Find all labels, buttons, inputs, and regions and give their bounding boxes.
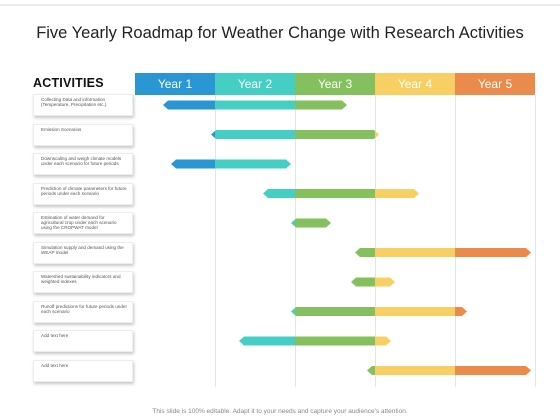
bar-segment-year-3 bbox=[295, 130, 375, 139]
bar-segment-year-5 bbox=[455, 337, 535, 346]
roadmap-bar-5 bbox=[135, 218, 535, 228]
roadmap-bar-2 bbox=[211, 130, 535, 139]
bar-segment-year-5 bbox=[455, 160, 535, 169]
top-divider bbox=[0, 4, 560, 6]
year-gridline-5 bbox=[535, 95, 536, 387]
bar-segment-year-2 bbox=[291, 307, 295, 316]
roadmap-bar-6 bbox=[135, 248, 531, 257]
bar-segment-year-2 bbox=[215, 248, 295, 257]
roadmap-bar-1 bbox=[163, 100, 535, 110]
activity-label-1: Collecting Data and information (Tempera… bbox=[33, 94, 133, 116]
bar-segment-year-1 bbox=[135, 278, 215, 287]
roadmap-bar-4 bbox=[135, 189, 535, 198]
bar-segment-year-3 bbox=[295, 189, 375, 198]
bar-segment-year-3 bbox=[295, 160, 375, 169]
bar-segment-year-5 bbox=[455, 307, 467, 316]
bar-segment-year-1 bbox=[135, 219, 215, 228]
year-gridline-3 bbox=[375, 95, 376, 387]
bar-segment-year-5 bbox=[455, 278, 535, 287]
bar-segment-year-4 bbox=[375, 189, 419, 198]
page-title: Five Yearly Roadmap for Weather Change w… bbox=[36, 24, 524, 42]
activities-header: ACTIVITIES bbox=[33, 76, 104, 90]
year-header-1: Year 1 bbox=[135, 73, 215, 95]
activity-label-7: Watershed sustainability indicators and … bbox=[33, 271, 133, 293]
year-header-5: Year 5 bbox=[455, 73, 535, 95]
bar-segment-year-1 bbox=[135, 189, 215, 198]
bar-segment-year-3 bbox=[295, 307, 375, 316]
year-header-3: Year 3 bbox=[295, 73, 375, 95]
bar-segment-year-5 bbox=[455, 189, 535, 198]
activity-label-2: Emission Scenarios bbox=[33, 123, 133, 146]
bar-segment-year-4 bbox=[375, 366, 455, 375]
bar-segment-year-5 bbox=[455, 219, 535, 228]
bar-segment-year-2 bbox=[215, 278, 295, 287]
bar-segment-year-1 bbox=[135, 307, 215, 316]
bar-segment-year-5 bbox=[455, 366, 531, 375]
bar-segment-year-4 bbox=[375, 160, 455, 169]
roadmap-bar-10 bbox=[135, 366, 531, 375]
bar-segment-year-4 bbox=[375, 101, 455, 110]
year-gridline-1 bbox=[215, 95, 216, 387]
roadmap-bar-9 bbox=[135, 336, 535, 346]
year-header-2: Year 2 bbox=[215, 73, 295, 95]
bar-segment-year-4 bbox=[375, 130, 379, 139]
year-gridline-4 bbox=[455, 95, 456, 387]
activity-label-8: Runoff predictions for future periods un… bbox=[33, 300, 133, 323]
bar-segment-year-3 bbox=[295, 218, 331, 228]
bar-segment-year-4 bbox=[375, 219, 455, 228]
bar-segment-year-2 bbox=[215, 159, 291, 169]
activity-label-6: Simulation supply and demand using the W… bbox=[33, 241, 133, 264]
activity-label-5: Estimation of water demand for agricultu… bbox=[33, 212, 133, 234]
bar-segment-year-3 bbox=[355, 248, 375, 257]
bar-segment-year-2 bbox=[215, 130, 295, 139]
bar-segment-year-2 bbox=[239, 336, 295, 346]
bar-segment-year-4 bbox=[375, 336, 391, 346]
bar-segment-year-1 bbox=[163, 100, 215, 110]
bar-segment-year-1 bbox=[135, 337, 215, 346]
year-header-4: Year 4 bbox=[375, 73, 455, 95]
bar-segment-year-5 bbox=[455, 101, 535, 110]
bar-segment-year-1 bbox=[135, 366, 215, 375]
bar-segment-year-5 bbox=[455, 130, 535, 139]
bar-segment-year-2 bbox=[263, 189, 295, 198]
bar-segment-year-3 bbox=[367, 366, 375, 375]
activity-label-9: Add text here bbox=[33, 330, 133, 352]
activity-label-4: Prediction of climate parameters for fut… bbox=[33, 182, 133, 205]
bar-segment-year-3 bbox=[351, 277, 375, 287]
activity-label-10: Add text here bbox=[33, 359, 133, 382]
bar-segment-year-4 bbox=[375, 277, 395, 287]
bar-segment-year-3 bbox=[295, 336, 375, 346]
bar-segment-year-2 bbox=[215, 100, 295, 110]
bar-segment-year-4 bbox=[375, 307, 455, 316]
bar-segment-year-3 bbox=[295, 100, 347, 110]
bar-segment-year-1 bbox=[135, 248, 215, 257]
year-gridline-2 bbox=[295, 95, 296, 387]
bar-segment-year-1 bbox=[171, 159, 215, 169]
activity-label-3: Downscaling and weigh climate models und… bbox=[33, 153, 133, 175]
bar-segment-year-2 bbox=[291, 218, 295, 228]
bar-segment-year-4 bbox=[375, 248, 455, 257]
bar-segment-year-5 bbox=[455, 248, 531, 257]
bar-segment-year-2 bbox=[215, 366, 295, 375]
bar-segment-year-1 bbox=[211, 130, 215, 139]
footer-note: This slide is 100% editable. Adapt it to… bbox=[152, 408, 408, 415]
roadmap-bar-3 bbox=[171, 159, 535, 169]
roadmap-bar-7 bbox=[135, 277, 535, 287]
roadmap-bar-8 bbox=[135, 307, 467, 316]
